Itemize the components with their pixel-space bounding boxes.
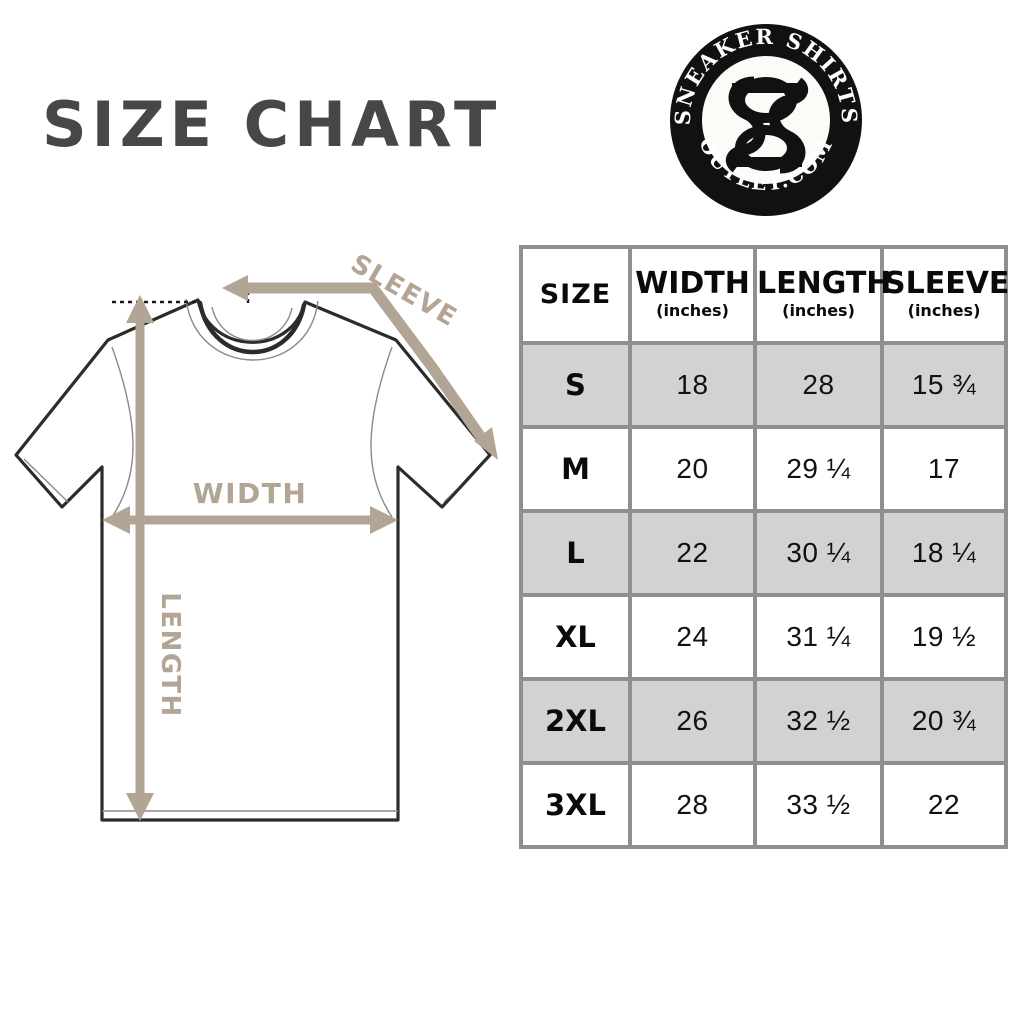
column-header-size-label: SIZE xyxy=(539,279,612,311)
length-measure-arrow xyxy=(112,295,196,821)
page-title: SIZE CHART xyxy=(42,88,502,161)
cell-sleeve: 17 xyxy=(880,425,1008,513)
cell-size: S xyxy=(519,341,632,429)
width-label: WIDTH xyxy=(193,477,308,510)
cell-length: 28 xyxy=(753,341,884,429)
table-row: L 22 30 ¼ 18 ¼ xyxy=(519,509,1008,597)
cell-sleeve: 15 ¾ xyxy=(880,341,1008,429)
cell-width: 28 xyxy=(628,761,757,849)
tshirt-collar-inner-line xyxy=(185,298,319,361)
cell-width: 20 xyxy=(628,425,757,513)
table-row: 3XL 28 33 ½ 22 xyxy=(519,761,1008,849)
column-header-sleeve-label: SLEEVE xyxy=(884,266,1010,302)
cell-sleeve: 20 ¾ xyxy=(880,677,1008,765)
table-row: M 20 29 ¼ 17 xyxy=(519,425,1008,513)
sleeve-measure-arrow xyxy=(222,275,498,460)
column-header-width-label: WIDTH xyxy=(635,266,750,302)
cell-size: 3XL xyxy=(519,761,632,849)
column-header-width-units: (inches) xyxy=(656,300,729,320)
column-header-sleeve-units: (inches) xyxy=(907,300,981,320)
cell-length: 29 ¼ xyxy=(753,425,884,513)
cell-width: 24 xyxy=(628,593,757,681)
table-row: 2XL 26 32 ½ 20 ¾ xyxy=(519,677,1008,765)
size-table-container: SIZE WIDTH (inches) LENGTH (inches) SLEE… xyxy=(519,245,1009,849)
cell-size: XL xyxy=(519,593,632,681)
column-header-sleeve: SLEEVE (inches) xyxy=(880,245,1010,345)
cell-sleeve: 19 ½ xyxy=(880,593,1008,681)
size-table: SIZE WIDTH (inches) LENGTH (inches) SLEE… xyxy=(519,245,1010,849)
tshirt-collar-detail xyxy=(197,300,307,355)
cell-width: 26 xyxy=(628,677,757,765)
column-header-length-label: LENGTH xyxy=(757,266,892,302)
cell-length: 31 ¼ xyxy=(753,593,884,681)
cell-width: 22 xyxy=(628,509,757,597)
tshirt-cuff-lines xyxy=(15,454,491,508)
cell-size: M xyxy=(519,425,632,513)
cell-length: 30 ¼ xyxy=(753,509,884,597)
column-header-width: WIDTH (inches) xyxy=(628,245,757,345)
column-header-length-units: (inches) xyxy=(782,300,855,320)
cell-sleeve: 18 ¼ xyxy=(880,509,1008,597)
cell-length: 33 ½ xyxy=(753,761,884,849)
table-header-row: SIZE WIDTH (inches) LENGTH (inches) SLEE… xyxy=(519,245,1010,345)
cell-width: 18 xyxy=(628,341,757,429)
width-measure-arrow xyxy=(102,506,398,534)
logo-monogram-icon xyxy=(725,76,809,174)
cell-size: L xyxy=(519,509,632,597)
cell-length: 32 ½ xyxy=(753,677,884,765)
length-label: LENGTH xyxy=(155,592,185,717)
cell-sleeve: 22 xyxy=(880,761,1008,849)
table-row: S 18 28 15 ¾ xyxy=(519,341,1008,429)
tshirt-diagram: SLEEVE LENGTH WIDTH xyxy=(0,255,512,855)
column-header-size: SIZE xyxy=(519,245,632,345)
cell-size: 2XL xyxy=(519,677,632,765)
column-header-length: LENGTH (inches) xyxy=(753,245,892,345)
table-row: XL 24 31 ¼ 19 ½ xyxy=(519,593,1008,681)
brand-logo: SNEAKER SHIRTS OUTLET.COM xyxy=(668,22,864,218)
tshirt-outline xyxy=(14,298,492,822)
